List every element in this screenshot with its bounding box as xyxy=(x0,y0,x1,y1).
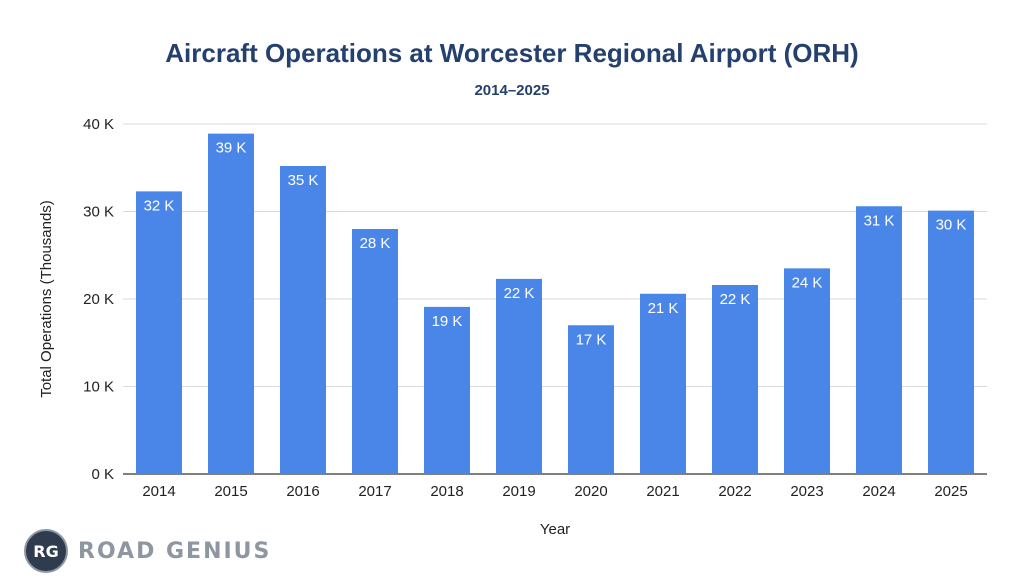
x-tick-label: 2019 xyxy=(502,483,535,500)
data-label: 31 K xyxy=(864,212,895,229)
chart-title: Aircraft Operations at Worcester Regiona… xyxy=(165,38,859,68)
x-axis-title: Year xyxy=(540,521,570,538)
data-label: 32 K xyxy=(144,197,175,214)
data-label: 28 K xyxy=(360,235,391,252)
x-tick-label: 2017 xyxy=(358,483,391,500)
data-label: 21 K xyxy=(648,300,679,317)
bar xyxy=(784,268,830,474)
bar xyxy=(208,133,254,474)
y-tick-label: 40 K xyxy=(83,116,114,133)
x-tick-label: 2015 xyxy=(214,483,247,500)
x-tick-label: 2022 xyxy=(718,483,751,500)
data-label: 35 K xyxy=(288,172,319,189)
bar xyxy=(712,285,758,474)
data-label: 22 K xyxy=(504,285,535,302)
bar xyxy=(280,166,326,474)
logo-wordmark: ROAD GENIUS xyxy=(78,538,272,564)
bar xyxy=(496,278,542,474)
x-tick-label: 2021 xyxy=(646,483,679,500)
data-label: 24 K xyxy=(792,274,823,291)
bar xyxy=(568,325,614,474)
y-tick-label: 0 K xyxy=(91,466,114,483)
y-tick-label: 20 K xyxy=(83,291,114,308)
x-tick-label: 2014 xyxy=(142,483,175,500)
x-tick-label: 2025 xyxy=(934,483,967,500)
data-label: 39 K xyxy=(216,140,247,157)
y-tick-label: 30 K xyxy=(83,204,114,221)
x-tick-label: 2018 xyxy=(430,483,463,500)
data-label: 22 K xyxy=(720,291,751,308)
data-label: 19 K xyxy=(432,313,463,330)
bar xyxy=(136,191,182,474)
bar xyxy=(640,293,686,474)
y-tick-label: 10 K xyxy=(83,379,114,396)
x-tick-label: 2020 xyxy=(574,483,607,500)
bar xyxy=(928,210,974,474)
chart-subtitle: 2014–2025 xyxy=(474,82,550,99)
bar xyxy=(856,206,902,474)
x-tick-label: 2016 xyxy=(286,483,319,500)
logo-badge: RG xyxy=(24,529,68,573)
y-axis-title: Total Operations (Thousands) xyxy=(38,200,55,398)
x-tick-label: 2024 xyxy=(862,483,895,500)
data-label: 30 K xyxy=(936,217,967,234)
bar xyxy=(424,306,470,474)
data-label: 17 K xyxy=(576,331,607,348)
bar xyxy=(352,229,398,474)
road-genius-logo: RG ROAD GENIUS xyxy=(24,527,271,575)
x-tick-label: 2023 xyxy=(790,483,823,500)
